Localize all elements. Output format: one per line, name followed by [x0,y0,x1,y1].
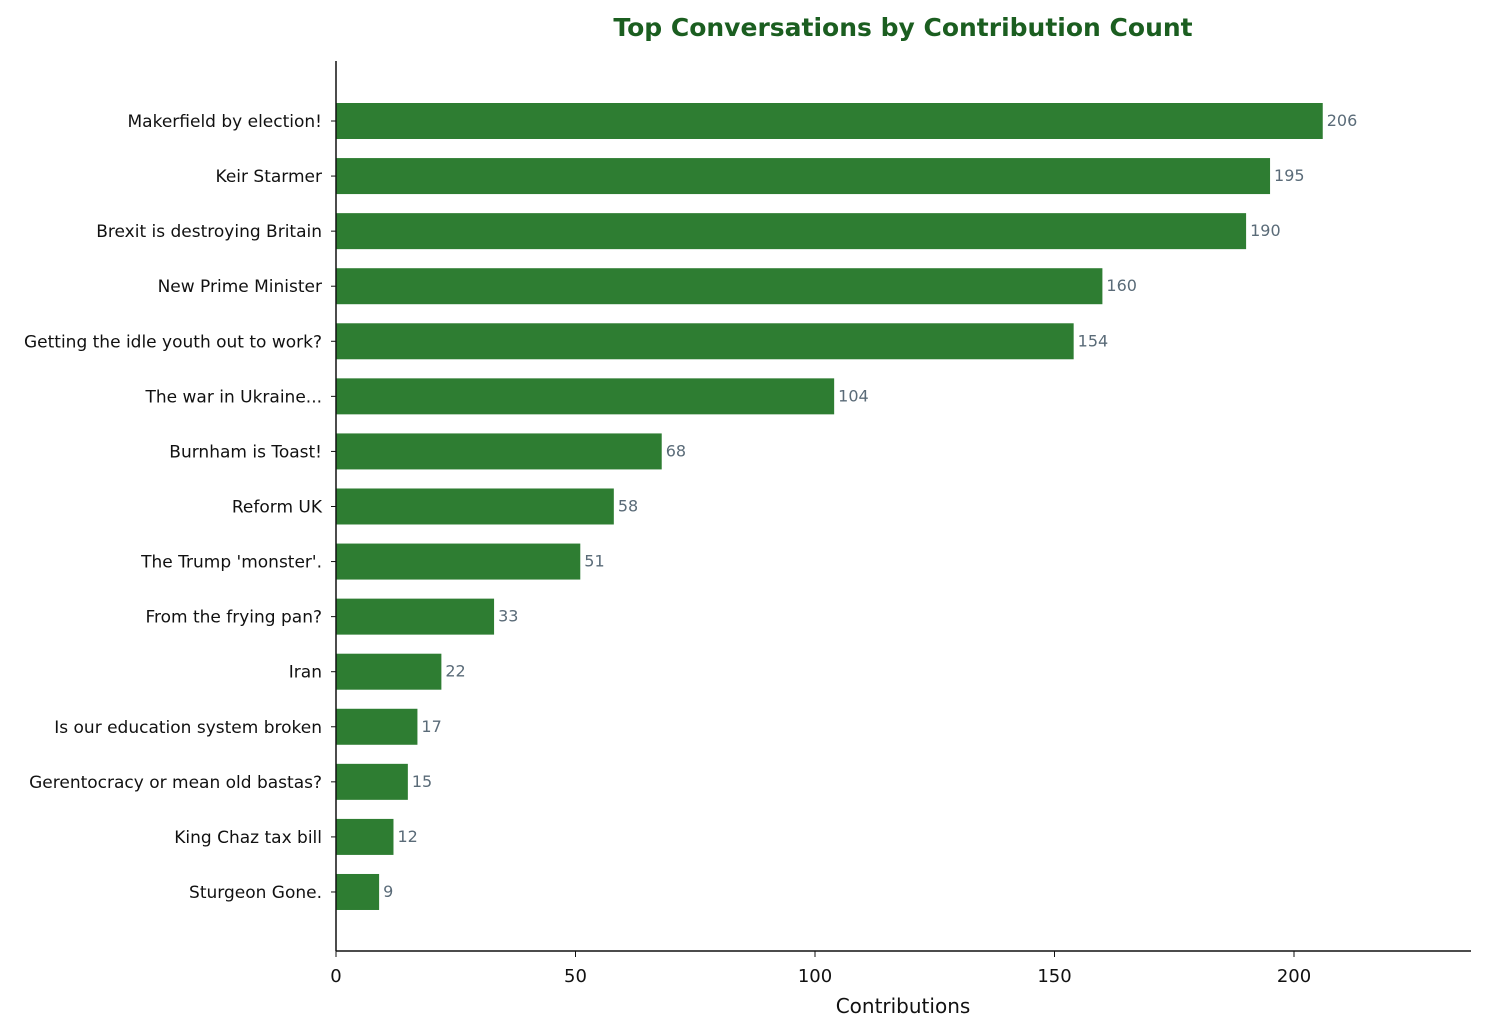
category-label: Keir Starmer [216,167,322,187]
category-label: Gerentocracy or mean old bastas? [29,773,322,793]
value-label: 206 [1327,111,1358,130]
value-label: 190 [1250,221,1281,240]
value-label: 15 [412,772,432,791]
value-label: 33 [498,607,518,626]
bar [336,543,581,580]
bar [336,433,662,470]
category-label: Iran [289,663,322,683]
category-label: Is our education system broken [54,718,322,738]
value-label: 68 [666,441,686,460]
category-label: King Chaz tax bill [174,828,322,848]
bar [336,488,614,525]
category-label: Burnham is Toast! [169,442,322,462]
category-label: Makerfield by election! [128,112,322,132]
category-label: The Trump 'monster'. [140,553,322,573]
bar [336,708,418,745]
category-label: Sturgeon Gone. [189,883,322,903]
category-label: The war in Ukraine... [145,387,323,407]
bars-group [336,103,1323,910]
bar [336,103,1323,139]
value-label: 160 [1106,276,1137,295]
bar [336,213,1247,250]
bar [336,323,1074,360]
value-label: 58 [618,496,638,515]
x-tick-label: 100 [798,966,832,987]
value-label: 12 [397,827,417,846]
x-tick-label: 0 [330,966,341,987]
x-tick-label: 50 [564,966,587,987]
bar [336,158,1271,195]
value-label: 195 [1274,166,1305,185]
bar [336,598,495,635]
category-label: From the frying pan? [145,608,322,628]
value-label: 17 [421,717,441,736]
bar [336,873,380,910]
category-label: New Prime Minister [158,277,322,297]
value-label: 9 [383,882,393,901]
bar [336,653,442,690]
chart-title: Top Conversations by Contribution Count [613,13,1192,42]
x-axis-ticks: 0 50 100 150 200 [330,951,1311,987]
x-tick-label: 150 [1037,966,1071,987]
bar [336,378,835,415]
bar [336,763,408,800]
bar [336,818,394,855]
value-label: 22 [445,662,465,681]
x-tick-label: 200 [1277,966,1311,987]
category-label: Brexit is destroying Britain [96,222,322,242]
bar [336,268,1103,305]
value-label: 104 [838,386,869,405]
category-labels: Makerfield by election! Keir Starmer Brexi… [24,112,336,903]
category-label: Getting the idle youth out to work? [24,332,322,352]
value-labels: 206 195 190 160 154 104 68 58 51 33 22 17 15 12 9 [383,111,1357,901]
category-label: Reform UK [232,497,323,517]
value-label: 154 [1078,331,1109,350]
x-axis-title: Contributions [836,994,971,1018]
value-label: 51 [584,552,604,571]
